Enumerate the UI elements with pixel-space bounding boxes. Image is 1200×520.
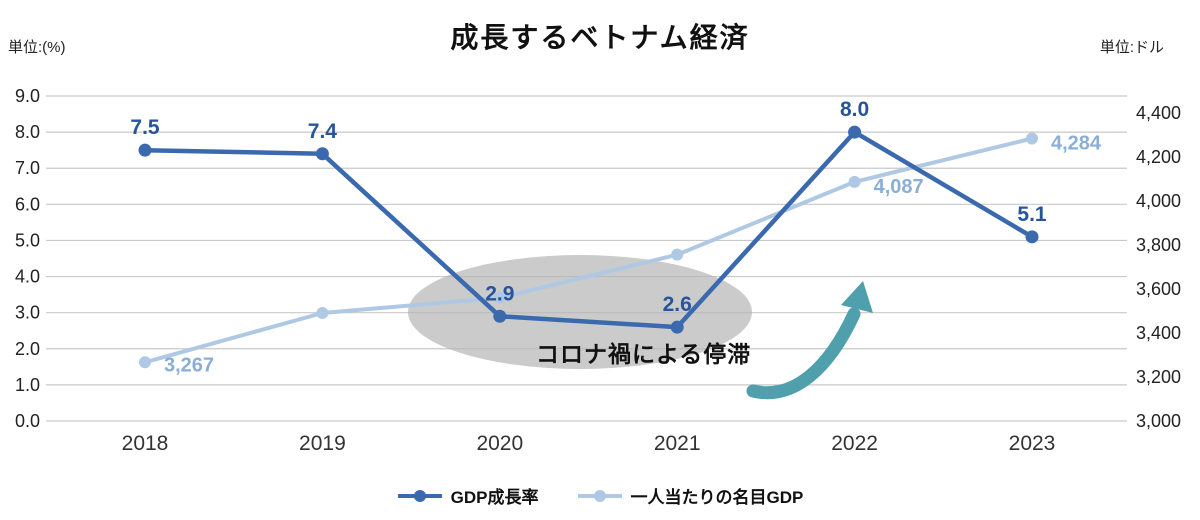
left-axis-tick-label: 1.0	[15, 375, 40, 395]
chart-title: 成長するベトナム経済	[450, 22, 750, 53]
gdp-growth-point-label: 7.5	[130, 116, 160, 139]
legend-label-gdp-growth: GDP成長率	[450, 488, 539, 507]
gdp-per-capita-point	[671, 248, 684, 261]
left-axis-tick-label: 7.0	[15, 158, 40, 178]
gdp-growth-point	[315, 147, 329, 161]
gdp-per-capita-point-label: 4,087	[874, 176, 924, 198]
left-axis-tick-label: 3.0	[15, 303, 40, 323]
right-axis-tick-label: 3,200	[1136, 367, 1181, 387]
legend-item-gdp-per-capita: 一人当たりの名目GDP	[577, 483, 804, 508]
growth-arrow-head	[841, 281, 873, 313]
gdp-per-capita-legend-dot	[593, 489, 606, 502]
gdp-per-capita-point-label: 3,267	[164, 354, 214, 376]
growth-arrow	[746, 307, 861, 400]
left-axis-tick-label: 6.0	[15, 194, 40, 214]
x-axis-tick-label: 2023	[1009, 432, 1056, 455]
left-axis-tick-label: 5.0	[15, 230, 40, 250]
gdp-growth-point-label: 2.6	[663, 293, 692, 316]
right-axis-tick-label: 3,600	[1136, 279, 1181, 299]
right-axis-tick-label: 3,400	[1136, 323, 1181, 343]
right-axis-tick-label: 4,000	[1136, 191, 1181, 211]
right-axis-tick-label: 4,200	[1136, 147, 1181, 167]
left-axis-unit-label: 単位:(%)	[8, 39, 66, 56]
gdp-growth-line	[144, 129, 1034, 330]
chart-legend: GDP成長率 一人当たりの名目GDP	[0, 483, 1200, 508]
left-axis-tick-label: 2.0	[15, 339, 40, 359]
gdp-growth-point-label: 2.9	[485, 282, 514, 305]
gdp-per-capita-point	[493, 291, 506, 304]
gdp-growth-point	[848, 125, 862, 139]
legend-label-gdp-per-capita: 一人当たりの名目GDP	[630, 488, 804, 507]
gdp-per-capita-point	[1026, 132, 1038, 145]
gdp-per-capita-point-label: 4,284	[1051, 133, 1102, 155]
left-axis-tick-label: 8.0	[15, 122, 40, 142]
right-axis-unit-label: 単位:ドル	[1099, 39, 1164, 56]
legend-item-gdp-growth: GDP成長率	[397, 483, 539, 508]
left-axis-tick-label: 4.0	[15, 267, 40, 287]
left-axis-tick-label: 0.0	[15, 411, 40, 431]
gdp-growth-point-label: 5.1	[1017, 203, 1047, 226]
gdp-growth-point	[670, 320, 684, 334]
x-axis-tick-label: 2019	[299, 432, 346, 455]
gdp-growth-point-label: 8.0	[840, 98, 869, 121]
gdp-growth-point	[138, 143, 152, 157]
x-axis-tick-label: 2020	[476, 432, 523, 455]
gdp-per-capita-point	[139, 356, 151, 369]
gdp-growth-line-sample	[397, 489, 442, 502]
gdp-growth-point	[1025, 230, 1039, 244]
x-axis-tick-label: 2018	[122, 432, 169, 455]
gdp-per-capita-line-sample	[577, 489, 622, 502]
right-axis-tick-label: 3,000	[1136, 411, 1181, 431]
left-axis-tick-label: 9.0	[15, 86, 40, 106]
covid-ellipse	[408, 255, 752, 369]
gdp-per-capita-line	[144, 136, 1033, 365]
gdp-growth-point-label: 7.4	[308, 120, 338, 143]
x-axis-tick-label: 2021	[654, 432, 701, 455]
right-axis-tick-label: 3,800	[1136, 235, 1181, 255]
right-axis-tick-label: 4,400	[1136, 103, 1181, 123]
covid-annotation-text: コロナ禍による停滞	[536, 341, 752, 367]
gdp-per-capita-point	[316, 306, 329, 319]
x-axis-tick-label: 2022	[831, 432, 878, 455]
gdp-growth-legend-dot	[413, 489, 426, 502]
gdp-per-capita-point	[848, 175, 861, 188]
gdp-growth-point	[493, 309, 507, 323]
